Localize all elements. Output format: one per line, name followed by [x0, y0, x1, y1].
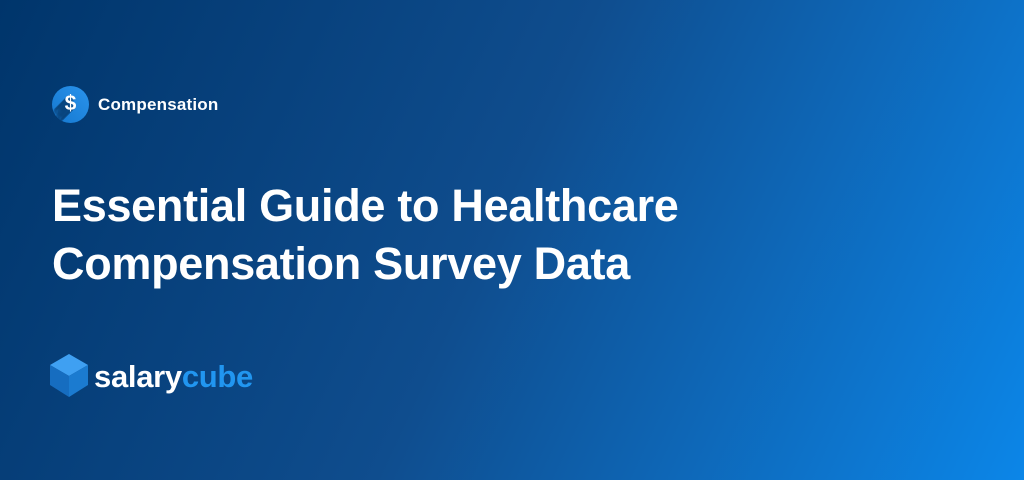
logo-text-cube: cube — [181, 358, 253, 394]
page-title-line-2: Compensation Survey Data — [52, 238, 630, 289]
dollar-icon: $ — [52, 86, 89, 123]
logo-text-salary: salary — [94, 358, 182, 394]
cube-icon — [50, 354, 88, 397]
category-badge-label: Compensation — [98, 94, 219, 114]
salarycube-logo: salarycube — [47, 351, 253, 399]
category-badge: $ Compensation — [52, 86, 218, 123]
dollar-glyph: $ — [64, 92, 77, 115]
page-title: Essential Guide to Healthcare Compensati… — [52, 177, 679, 293]
salarycube-logo-text: salarycube — [94, 361, 253, 392]
page-title-line-1: Essential Guide to Healthcare — [52, 180, 679, 231]
